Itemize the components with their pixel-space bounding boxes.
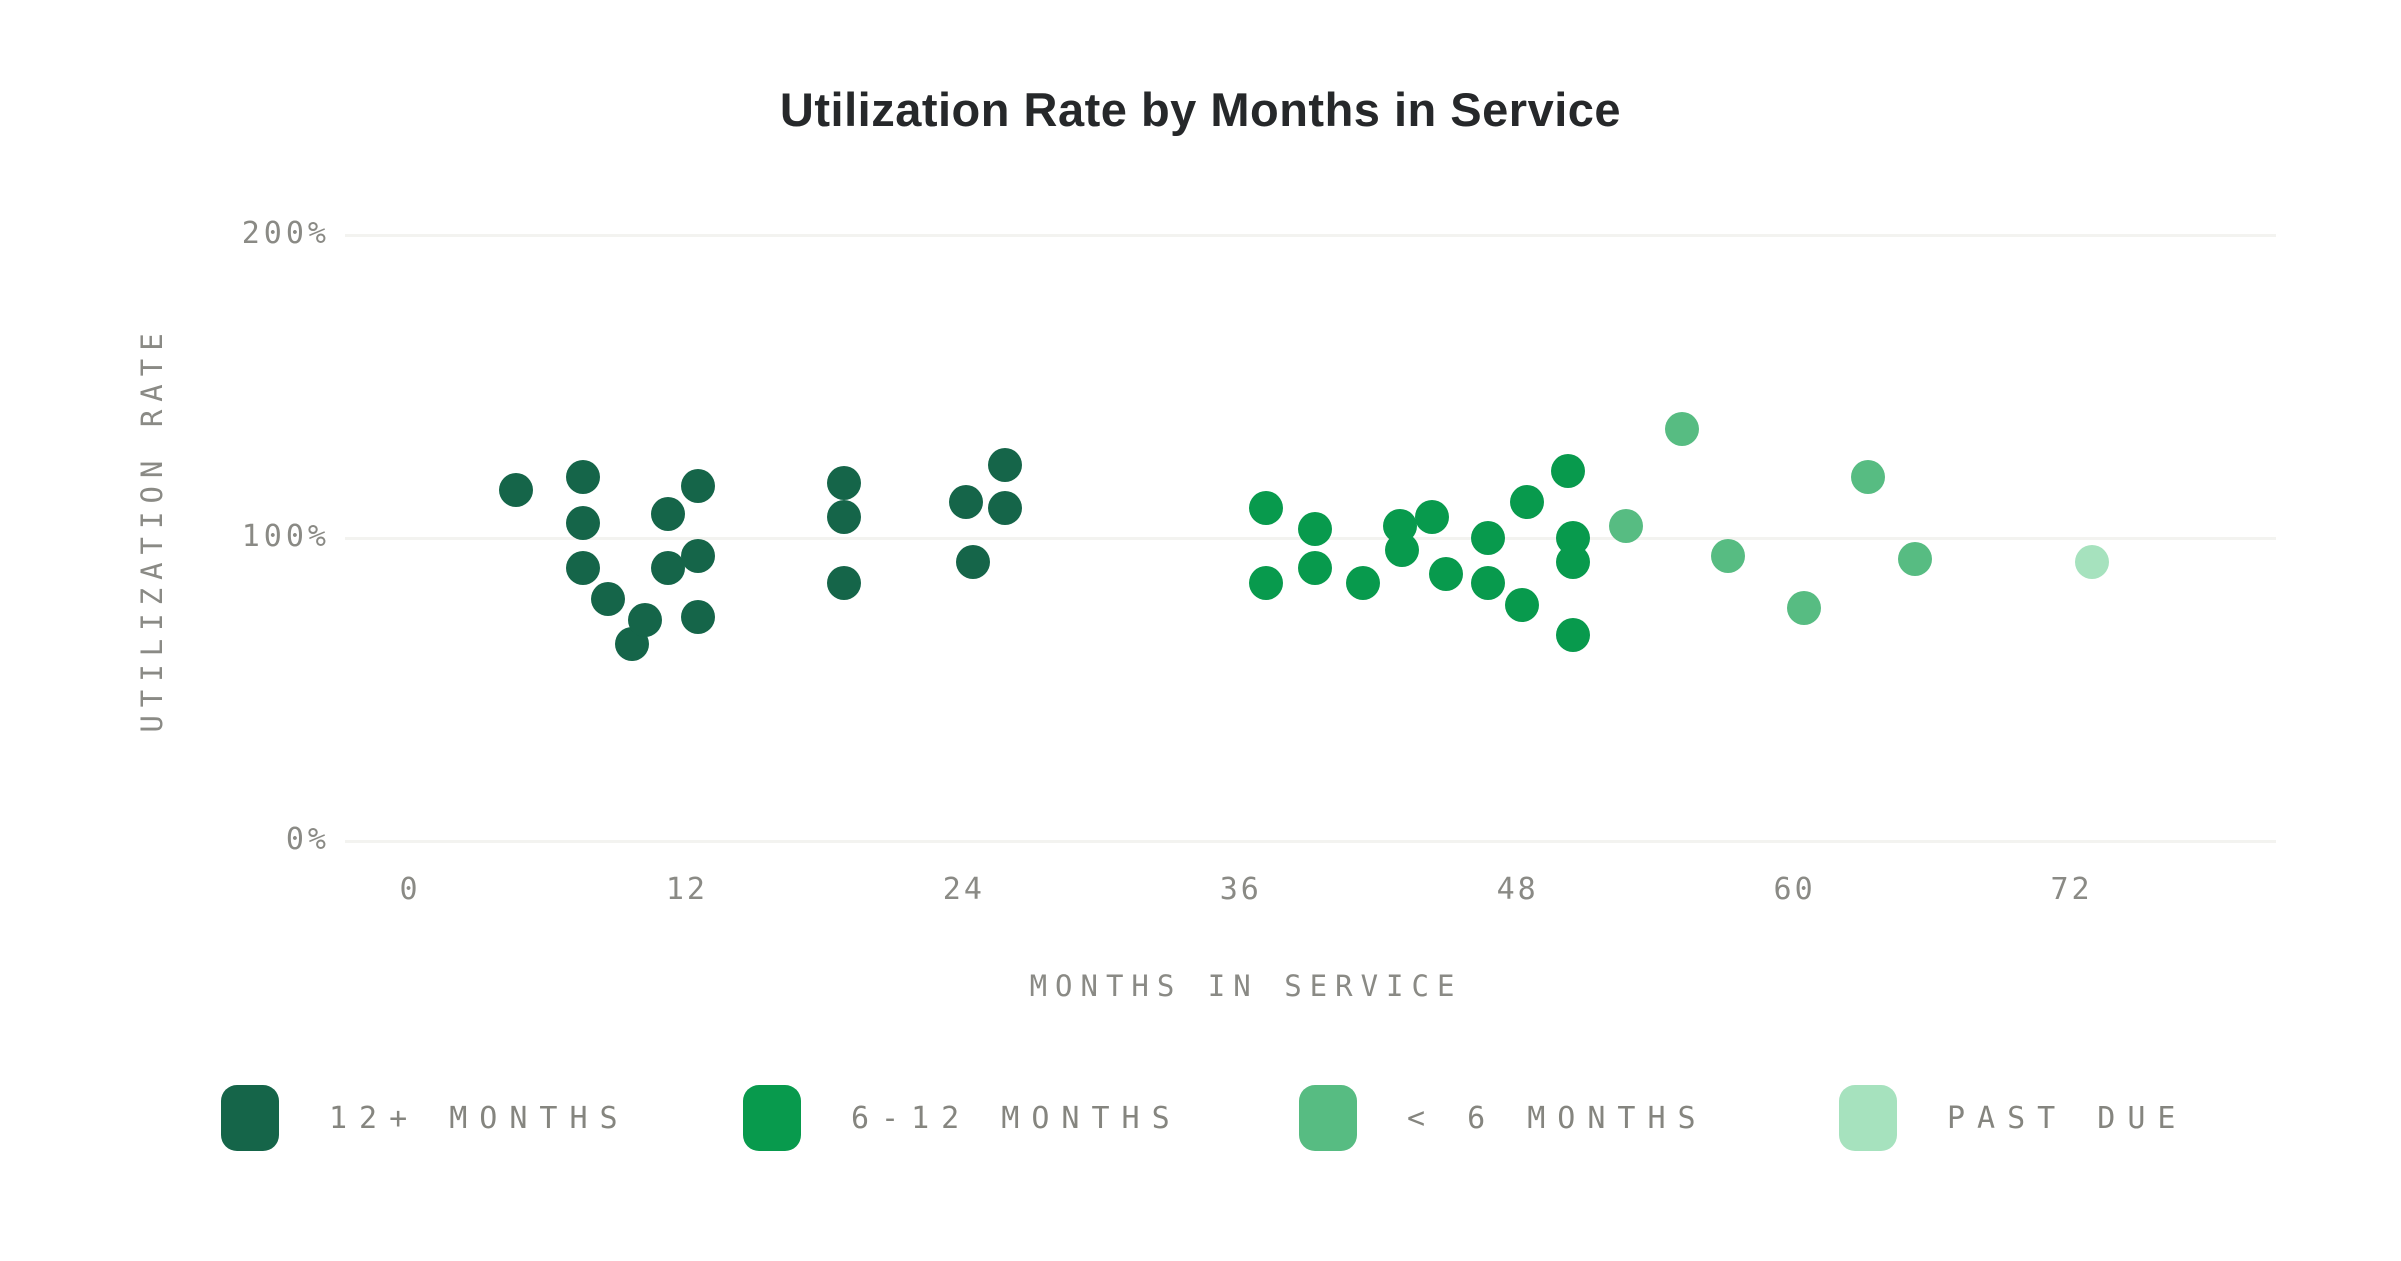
data-point-past-due[interactable] <box>2075 545 2110 580</box>
data-point-12-months[interactable] <box>826 566 861 601</box>
data-point-12-months[interactable] <box>681 469 716 504</box>
data-point-12-months[interactable] <box>499 472 534 507</box>
y-tick-label: 100% <box>241 519 330 554</box>
x-tick-label: 60 <box>1773 872 1816 907</box>
data-point-6-12-months[interactable] <box>1429 557 1464 592</box>
data-point-6-12-months[interactable] <box>1470 521 1505 555</box>
x-tick-label: 12 <box>665 872 708 907</box>
legend-label: < 6 MONTHS <box>1407 1100 1708 1136</box>
data-point-6-12-months[interactable] <box>1556 545 1591 580</box>
legend-item-6-12-months[interactable]: 6-12 MONTHS <box>743 1085 1182 1151</box>
data-point-12-months[interactable] <box>651 551 686 586</box>
legend-label: 6-12 MONTHS <box>851 1100 1182 1136</box>
data-point-6-12-months[interactable] <box>1505 587 1540 622</box>
data-point--6-months[interactable] <box>1897 542 1932 577</box>
data-point-6-12-months[interactable] <box>1415 499 1450 534</box>
data-point--6-months[interactable] <box>1609 508 1644 543</box>
data-point-6-12-months[interactable] <box>1297 511 1332 546</box>
chart-legend: 12+ MONTHS 6-12 MONTHS < 6 MONTHS PAST D… <box>0 1080 2401 1170</box>
data-point--6-months[interactable] <box>1664 411 1699 446</box>
gridline-y-200 <box>345 233 2276 237</box>
data-point-12-months[interactable] <box>566 505 601 540</box>
data-point-12-months[interactable] <box>956 545 991 580</box>
data-point-12-months[interactable] <box>988 490 1023 525</box>
y-axis-title: UTILIZATION RATE <box>135 325 169 733</box>
x-tick-label: 48 <box>1496 872 1539 907</box>
legend-label: 12+ MONTHS <box>329 1100 630 1136</box>
data-point-6-12-months[interactable] <box>1249 490 1284 525</box>
x-tick-label: 24 <box>942 872 985 907</box>
data-point-12-months[interactable] <box>566 551 601 586</box>
data-point-6-12-months[interactable] <box>1297 551 1332 586</box>
data-point-6-12-months[interactable] <box>1551 454 1586 489</box>
data-point--6-months[interactable] <box>1851 460 1886 495</box>
data-point-12-months[interactable] <box>591 581 626 616</box>
data-point-12-months[interactable] <box>651 496 686 531</box>
data-point-12-months[interactable] <box>826 499 861 534</box>
data-point-6-12-months[interactable] <box>1556 617 1591 652</box>
legend-swatch-past-due <box>1839 1085 1897 1151</box>
x-axis-title: MONTHS IN SERVICE <box>1029 969 1463 1003</box>
data-point-6-12-months[interactable] <box>1385 533 1420 568</box>
x-tick-label: 36 <box>1219 872 1262 907</box>
legend-swatch-6-12-months <box>743 1085 801 1151</box>
legend-item-under-6-months[interactable]: < 6 MONTHS <box>1299 1085 1708 1151</box>
data-point--6-months[interactable] <box>1786 590 1821 625</box>
legend-label: PAST DUE <box>1947 1100 2188 1136</box>
legend-item-past-due[interactable]: PAST DUE <box>1839 1085 2188 1151</box>
data-point-6-12-months[interactable] <box>1470 566 1505 601</box>
chart-title: Utilization Rate by Months in Service <box>779 83 1622 136</box>
legend-item-12-plus-months[interactable]: 12+ MONTHS <box>221 1085 630 1151</box>
data-point-12-months[interactable] <box>988 448 1023 483</box>
gridline-y-0 <box>345 839 2276 843</box>
data-point-12-months[interactable] <box>949 484 984 519</box>
y-tick-label: 200% <box>241 216 330 251</box>
data-point-12-months[interactable] <box>681 539 716 574</box>
x-tick-label: 0 <box>399 872 421 907</box>
data-point-6-12-months[interactable] <box>1249 566 1284 601</box>
legend-swatch-under-6-months <box>1299 1085 1357 1151</box>
data-point-6-12-months[interactable] <box>1346 566 1381 601</box>
data-point--6-months[interactable] <box>1710 539 1745 574</box>
x-tick-label: 72 <box>2050 872 2093 907</box>
data-point-6-12-months[interactable] <box>1509 484 1544 519</box>
data-point-12-months[interactable] <box>681 599 716 634</box>
legend-swatch-12-plus-months <box>221 1085 279 1151</box>
data-point-12-months[interactable] <box>826 466 861 501</box>
y-tick-label: 0% <box>285 822 330 857</box>
data-point-12-months[interactable] <box>566 460 601 495</box>
data-point-12-months[interactable] <box>628 602 663 637</box>
